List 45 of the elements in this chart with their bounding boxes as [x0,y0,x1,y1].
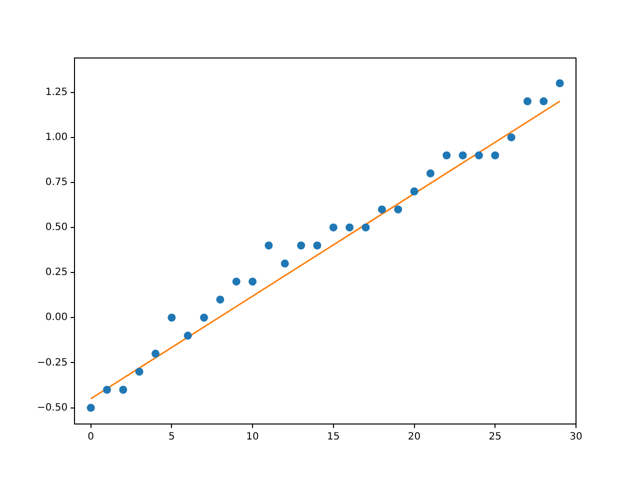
x-tick-label: 20 [408,432,421,443]
point [523,97,532,106]
point [200,314,208,322]
point [410,187,418,196]
point [442,151,451,160]
point [329,223,338,232]
point [556,79,564,88]
point [264,242,273,250]
y-tick-label: 0.75 [45,177,68,188]
point [394,205,402,214]
point [378,205,386,214]
point [280,260,289,268]
point [119,386,128,394]
x-tick-label: 25 [488,432,502,443]
point [540,97,548,106]
point [507,133,516,142]
point [248,278,257,286]
y-tick-label: −0.50 [36,402,68,414]
point [168,314,176,322]
point [313,242,322,250]
point [102,386,111,394]
point [426,169,434,178]
y-tick-label: −0.25 [36,357,68,368]
y-tick-label: 0.25 [45,267,68,278]
point [297,242,306,250]
x-tick-label: 0 [88,432,94,443]
x-tick-label: 10 [246,432,259,443]
point [362,223,370,232]
y-tick-label: 1.25 [45,86,68,98]
y-tick-label: 1.00 [45,132,68,143]
point [346,223,354,232]
x-tick-label: 15 [327,432,340,443]
point [232,278,240,286]
point [152,350,160,358]
y-tick-label: 0.50 [45,222,68,234]
point [135,368,144,376]
point [184,332,192,340]
point [86,404,95,412]
point [491,151,500,160]
point [216,296,224,304]
y-tick-label: 0.00 [45,312,68,324]
x-tick-label: 30 [570,432,582,443]
point [474,151,483,160]
point [458,151,467,160]
x-tick-label: 5 [168,432,175,443]
